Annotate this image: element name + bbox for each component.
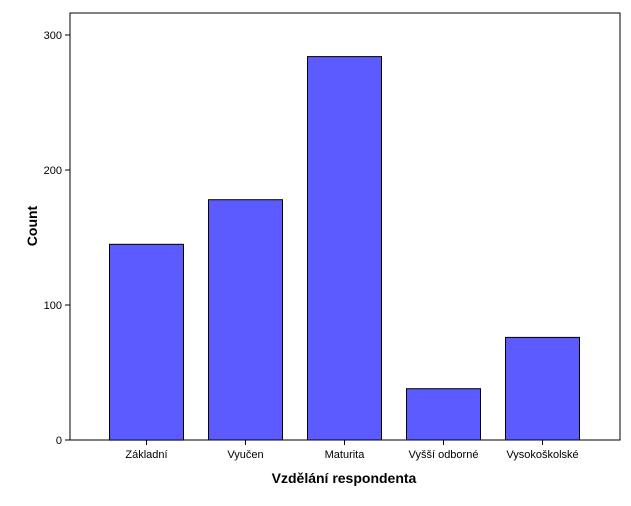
x-tick-label-0: Základní [125, 449, 167, 461]
y-tick-label-2: 200 [44, 165, 62, 177]
bar-3 [406, 388, 481, 441]
y-axis-title: Count [24, 205, 40, 246]
x-tick-label-1: Vyučen [227, 449, 263, 461]
x-axis-title: Vzdělání respondenta [272, 470, 417, 486]
y-tick-label-3: 300 [44, 30, 62, 42]
bar-0 [109, 243, 184, 441]
x-tick-label-2: Maturita [325, 449, 366, 461]
bar-2 [307, 56, 382, 441]
bars [109, 56, 580, 441]
x-axis: Základní Vyučen Maturita Vyšší odborné Vysok… [125, 440, 579, 461]
x-tick-label-4: Vysokoškolské [506, 449, 578, 461]
x-tick-label-3: Vyšší odborné [409, 449, 479, 461]
bar-1 [208, 199, 283, 441]
y-tick-label-0: 0 [56, 435, 62, 447]
y-axis: 0 100 200 300 [44, 30, 70, 447]
bar-4 [505, 336, 580, 441]
y-tick-label-1: 100 [44, 300, 62, 312]
